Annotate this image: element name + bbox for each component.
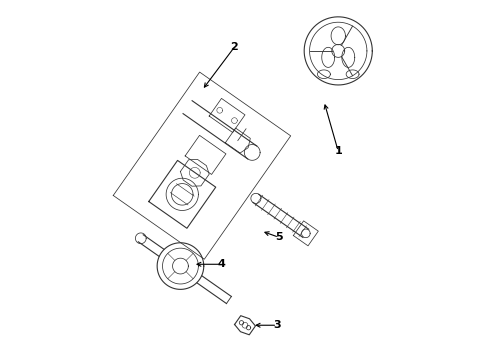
Text: 5: 5	[275, 232, 283, 242]
Text: 1: 1	[334, 146, 342, 156]
Text: 2: 2	[230, 42, 238, 52]
Text: 4: 4	[218, 259, 225, 269]
Text: 3: 3	[273, 320, 281, 330]
